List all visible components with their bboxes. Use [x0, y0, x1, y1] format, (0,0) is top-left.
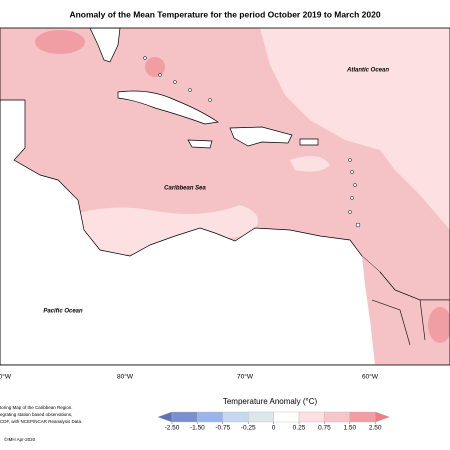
puerto-rico — [299, 138, 319, 146]
legend-band — [298, 411, 325, 423]
ocean-label: Pacific Ocean — [43, 309, 83, 315]
legend-tick-label: -2.50 — [165, 425, 180, 432]
footnote: CDF, with NCEP/NCAR Reanalysis Data. — [0, 419, 82, 424]
legend: -2.50 -1.50 -0.75 -0.25 0 0.25 0.75 1.50 2.50 — [157, 411, 390, 432]
anomaly-patch — [290, 156, 330, 172]
ocean-label: Atlantic Ocean — [346, 68, 389, 74]
legend-band — [197, 411, 223, 423]
legend-tick-label: -0.75 — [215, 425, 230, 432]
cuba — [117, 90, 219, 125]
map-frame — [0, 27, 450, 366]
anomaly-field — [362, 256, 450, 365]
legend-tick-label: 0.75 — [318, 425, 331, 432]
anomaly-patch — [428, 307, 450, 343]
legend-tick-label: -1.50 — [190, 425, 205, 432]
legend-under — [157, 411, 173, 423]
legend-band — [222, 411, 249, 423]
footnote: toring Map of the Caribbean Region. — [0, 405, 73, 410]
legend-tick-label: -0.25 — [241, 425, 256, 432]
legend-over — [375, 411, 390, 423]
legend-tick-label: 0 — [272, 425, 276, 432]
footnote: ©IMH Apr-2020 — [4, 436, 36, 442]
legend-title: Temperature Anomaly (°C) — [223, 397, 318, 406]
longitude-label: 70°W — [237, 373, 254, 381]
legend-band — [273, 411, 300, 423]
anomaly-patch — [145, 57, 165, 77]
legend-band — [247, 411, 274, 423]
legend-band — [171, 411, 198, 423]
florida — [89, 28, 121, 63]
sea-label: Caribbean Sea — [164, 186, 206, 192]
legend-tick-label: 2.50 — [369, 425, 382, 432]
legend-tick-label: 1.50 — [343, 425, 356, 432]
longitude-label: 60°W — [362, 373, 379, 381]
islands — [143, 56, 361, 228]
map-title: Anomaly of the Mean Temperature for the … — [69, 9, 380, 19]
footnote: egrating station based observations, — [0, 412, 72, 417]
longitude-label: 90°W — [0, 373, 12, 381]
legend-band — [324, 411, 350, 423]
border — [371, 271, 450, 346]
legend-tick-label: 0.25 — [293, 425, 306, 432]
anomaly-patch — [35, 30, 85, 54]
hispaniola — [229, 126, 293, 147]
legend-band — [349, 411, 376, 423]
anomaly-patch — [260, 28, 450, 230]
longitude-label: 80°W — [117, 373, 134, 381]
map: Atlantic Ocean Caribbean Sea Pacific Oce… — [0, 28, 450, 365]
jamaica — [187, 139, 213, 149]
